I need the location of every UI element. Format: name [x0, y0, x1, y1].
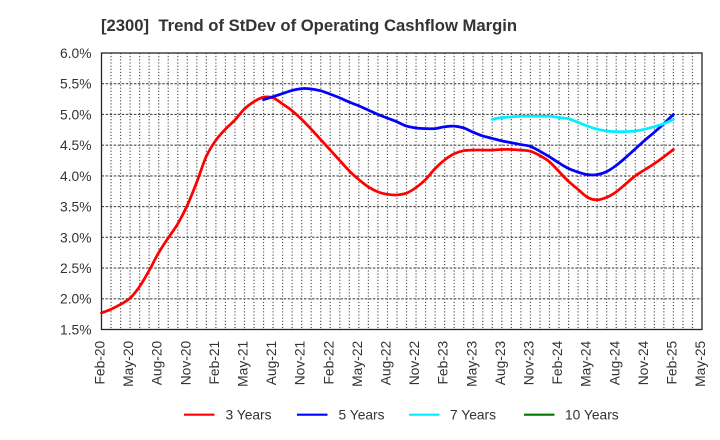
svg-text:3.5%: 3.5% [60, 200, 91, 215]
svg-text:6.0%: 6.0% [60, 46, 91, 61]
svg-text:Nov-24: Nov-24 [636, 340, 651, 385]
svg-text:7 Years: 7 Years [450, 408, 496, 423]
svg-text:May-22: May-22 [350, 341, 365, 387]
svg-text:Nov-20: Nov-20 [178, 340, 193, 385]
svg-text:4.5%: 4.5% [60, 138, 91, 153]
svg-text:3.0%: 3.0% [60, 230, 91, 245]
svg-text:Nov-21: Nov-21 [293, 341, 308, 385]
svg-text:Feb-25: Feb-25 [664, 340, 679, 384]
svg-text:4.0%: 4.0% [60, 169, 91, 184]
svg-text:5 Years: 5 Years [339, 408, 385, 423]
svg-text:Nov-22: Nov-22 [407, 341, 422, 385]
svg-text:May-23: May-23 [464, 340, 479, 386]
svg-text:5.5%: 5.5% [60, 77, 91, 92]
svg-text:Aug-24: Aug-24 [607, 340, 622, 385]
svg-text:Feb-23: Feb-23 [436, 340, 451, 384]
svg-text:Feb-22: Feb-22 [321, 341, 336, 385]
svg-text:May-20: May-20 [121, 340, 136, 386]
svg-text:Aug-21: Aug-21 [264, 341, 279, 386]
svg-text:[2300] Trend of StDev of Oper: [2300] Trend of StDev of Operating Cashf… [101, 16, 517, 35]
svg-text:3 Years: 3 Years [226, 408, 272, 423]
svg-text:Feb-24: Feb-24 [550, 340, 565, 384]
svg-text:Feb-21: Feb-21 [207, 341, 222, 385]
svg-text:10 Years: 10 Years [565, 408, 619, 423]
svg-text:2.5%: 2.5% [60, 261, 91, 276]
svg-text:1.5%: 1.5% [60, 322, 91, 337]
svg-text:Feb-20: Feb-20 [93, 340, 108, 384]
svg-text:Nov-23: Nov-23 [521, 340, 536, 385]
svg-text:5.0%: 5.0% [60, 107, 91, 122]
svg-text:May-25: May-25 [693, 340, 708, 386]
svg-text:May-24: May-24 [579, 340, 594, 386]
svg-text:Aug-23: Aug-23 [493, 340, 508, 385]
svg-text:Aug-22: Aug-22 [378, 341, 393, 386]
svg-text:2.0%: 2.0% [60, 292, 91, 307]
svg-text:Aug-20: Aug-20 [150, 340, 165, 385]
svg-text:May-21: May-21 [236, 341, 251, 387]
